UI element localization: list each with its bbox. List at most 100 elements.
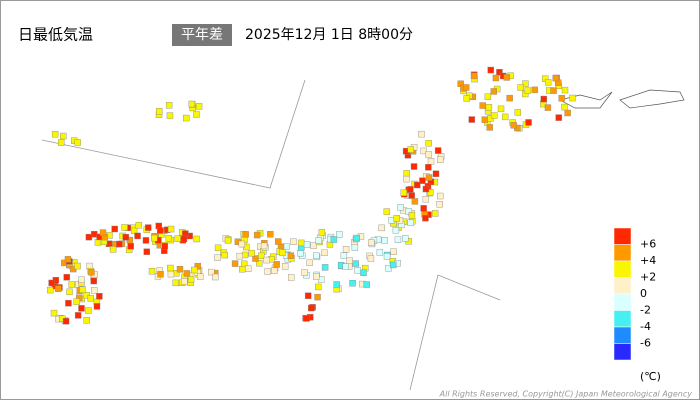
station — [487, 66, 494, 74]
station — [188, 100, 196, 108]
station — [408, 192, 415, 199]
station — [422, 185, 430, 193]
station — [242, 231, 249, 238]
station — [91, 287, 98, 294]
station — [167, 270, 175, 278]
station — [315, 237, 322, 244]
station — [116, 240, 123, 248]
station — [297, 250, 304, 257]
station — [422, 195, 430, 203]
legend: +6 +4 +2 0 -2 -4 -6 — [613, 227, 656, 361]
station — [389, 261, 397, 269]
station — [155, 108, 163, 115]
station — [352, 260, 359, 267]
station — [318, 229, 326, 236]
station — [462, 84, 470, 91]
station — [390, 248, 397, 255]
station — [490, 88, 497, 95]
northern-islands — [559, 89, 685, 109]
station — [313, 252, 320, 259]
station — [208, 268, 215, 276]
station — [180, 278, 188, 285]
station — [561, 103, 568, 111]
station — [418, 130, 425, 138]
station — [134, 232, 141, 240]
station — [48, 279, 55, 287]
station — [468, 116, 476, 123]
station — [167, 225, 175, 233]
station — [142, 237, 150, 244]
station — [263, 256, 270, 264]
station — [481, 116, 489, 123]
legend-unit: (℃) — [640, 370, 661, 383]
station — [94, 239, 102, 246]
station — [130, 227, 138, 235]
legend-label: +6 — [640, 238, 656, 251]
station — [381, 237, 388, 244]
station — [214, 244, 222, 252]
station — [161, 242, 168, 250]
station — [354, 267, 361, 274]
station — [281, 263, 289, 270]
station — [420, 205, 427, 212]
station — [367, 255, 375, 262]
station — [74, 262, 81, 270]
station — [501, 113, 509, 121]
station — [544, 79, 552, 86]
station — [363, 281, 370, 288]
station — [490, 112, 498, 119]
station — [88, 269, 95, 276]
station — [555, 114, 562, 121]
station — [303, 315, 310, 322]
station — [79, 286, 86, 293]
legend-swatch — [613, 293, 632, 311]
station — [463, 95, 470, 102]
station — [431, 210, 439, 217]
badge: 平年差 — [181, 27, 223, 43]
station — [68, 281, 75, 288]
legend-swatch — [613, 260, 632, 278]
station — [470, 72, 478, 80]
station — [244, 265, 252, 272]
station — [422, 214, 429, 222]
station — [315, 283, 322, 291]
station — [287, 252, 295, 259]
station — [46, 286, 54, 294]
station — [91, 230, 98, 238]
datetime: 2025年12月 1日 8時00分 — [245, 27, 413, 43]
station — [544, 104, 552, 111]
station — [62, 318, 70, 325]
station — [257, 252, 265, 260]
legend-label: -2 — [640, 304, 651, 317]
legend-swatch — [613, 277, 632, 295]
station — [183, 114, 190, 122]
station — [231, 260, 239, 267]
station — [400, 189, 407, 196]
station — [503, 74, 510, 81]
station — [564, 109, 571, 117]
station — [55, 285, 62, 292]
station — [540, 95, 548, 103]
station — [301, 269, 308, 276]
station — [408, 212, 416, 219]
station — [221, 251, 228, 259]
station — [148, 268, 156, 275]
station — [73, 298, 80, 305]
copyright: All Rights Reserved, Copyright(C) Japan … — [439, 390, 693, 399]
station — [376, 249, 384, 256]
station — [87, 295, 95, 302]
station — [236, 252, 243, 260]
station — [66, 288, 73, 296]
station — [253, 231, 261, 239]
station — [275, 238, 282, 245]
station — [427, 158, 435, 165]
station — [321, 249, 328, 257]
station — [333, 281, 340, 288]
station — [214, 254, 221, 261]
station — [425, 140, 432, 147]
station — [264, 268, 271, 275]
station — [288, 274, 295, 281]
station — [419, 177, 426, 184]
station — [425, 174, 433, 181]
